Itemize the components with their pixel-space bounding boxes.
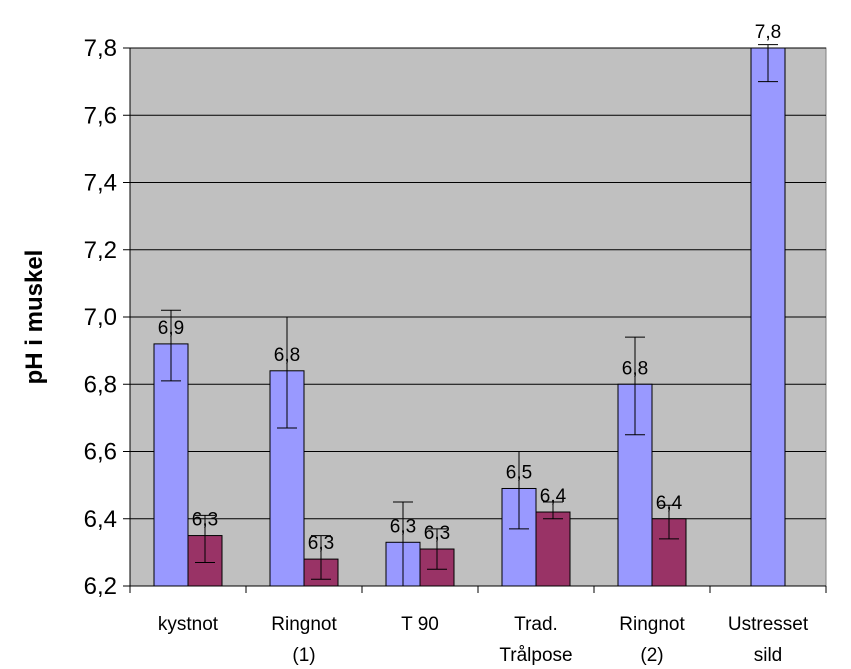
y-tick-label: 7,8 [84,35,117,62]
data-label: 6,9 [158,318,184,339]
bar [750,47,786,587]
y-tick-label: 6,6 [84,439,117,466]
category-label: Ringnot [271,614,337,635]
data-label: 6,4 [540,486,567,507]
y-axis-title: pH i muskel [21,250,48,385]
data-label: 6,3 [390,516,416,537]
category-label: Ustresset [728,614,809,635]
category-label: (2) [640,645,663,666]
axes [123,47,827,593]
gridlines [130,47,826,520]
data-label: 6,3 [308,533,334,554]
data-label: 7,8 [755,22,781,43]
category-label: sild [754,645,783,666]
y-tick-label: 6,8 [84,371,117,398]
data-label: 6,8 [622,358,648,379]
data-label: 6,3 [192,510,218,531]
category-label: Ringnot [619,614,685,635]
data-label: 6,5 [506,462,532,483]
category-label: Trålpose [499,645,572,666]
bar [535,511,571,587]
labels: 6,2 6,4 6,6 6,8 7,0 7,2 7,4 7,6 7,8 kystnot Ringno… [84,22,809,666]
data-label: 6,8 [274,345,300,366]
data-label: 6,4 [656,493,683,514]
y-tick-label: 7,6 [84,102,117,129]
category-label: (1) [292,645,315,666]
data-label: 6,3 [424,523,450,544]
y-tick-label: 6,4 [84,506,117,533]
bars [153,44,786,587]
y-tick-label: 7,2 [84,237,117,264]
category-label: T 90 [401,614,439,635]
category-label: kystnot [158,614,219,635]
y-tick-label: 7,0 [84,304,117,331]
y-tick-label: 6,2 [84,573,117,600]
y-tick-label: 7,4 [84,170,117,197]
category-label: Trad. [514,614,558,635]
